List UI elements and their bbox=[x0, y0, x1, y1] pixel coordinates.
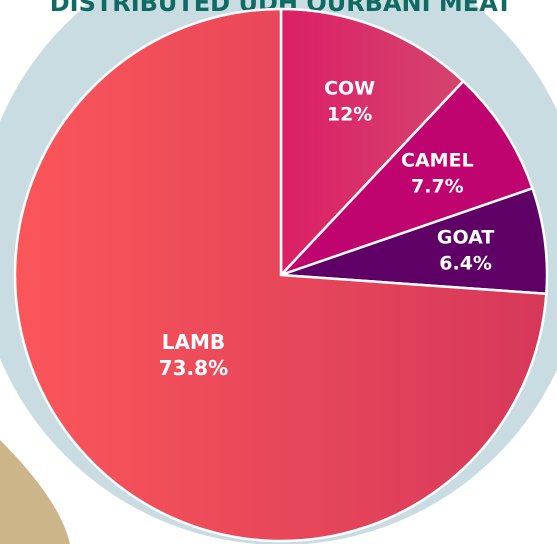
pie-slice bbox=[279, 7, 466, 279]
slice-label: COW bbox=[324, 77, 375, 99]
pie-slice bbox=[280, 79, 535, 277]
beige-patch bbox=[0, 440, 70, 544]
slice-label: GOAT bbox=[437, 226, 494, 248]
slice-value-label: 73.8% bbox=[159, 356, 228, 380]
slice-label: LAMB bbox=[162, 330, 225, 354]
pie-slice bbox=[13, 7, 548, 543]
slice-value-label: 6.4% bbox=[439, 252, 492, 274]
slice-label: CAMEL bbox=[401, 149, 474, 171]
slice-value-label: 7.7% bbox=[411, 175, 464, 197]
slice-value-label: 12% bbox=[327, 103, 372, 125]
